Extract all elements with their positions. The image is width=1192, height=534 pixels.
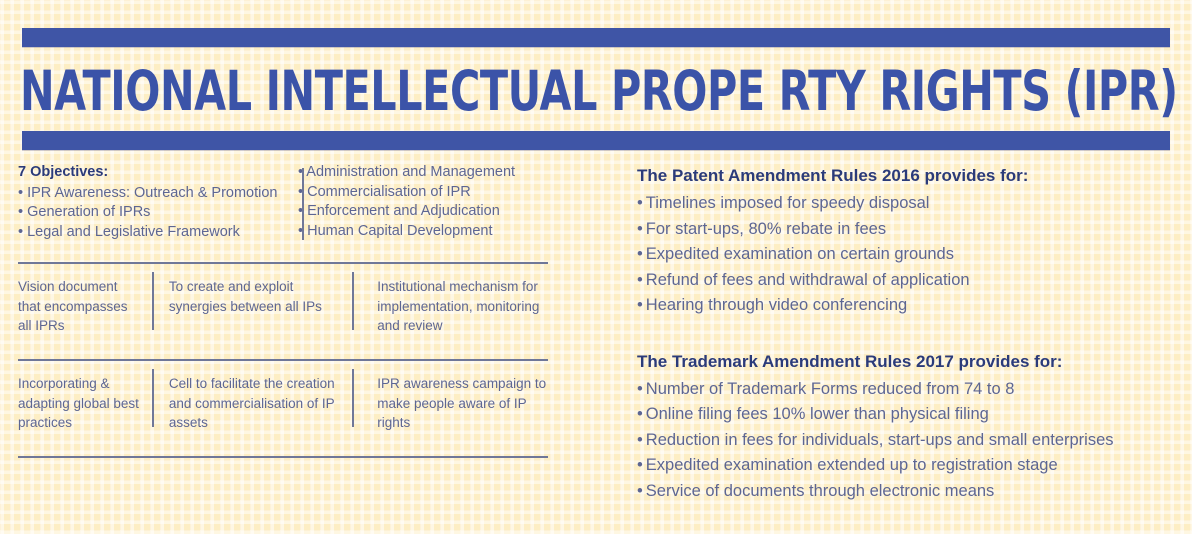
list-item: • Hearing through video conferencing [637,293,1177,319]
list-item: • Service of documents through electronic… [637,479,1177,505]
section-heading: The Patent Amendment Rules 2016 provides… [637,166,1029,185]
info-cell: IPR awareness campaign to make people aw… [377,376,547,430]
divider-line [18,456,548,458]
list-item: • Human Capital Development [298,222,493,239]
list-item: • Administration and Management [298,164,516,180]
objectives-column-left: 7 Objectives: • IPR Awareness: Outreach … [18,163,284,242]
header-top-bar [22,28,1170,47]
list-item-label: Hearing through video conferencing [645,296,908,314]
info-cell: Incorporating & adapting global best pra… [18,376,139,430]
row-divider-two [352,369,354,427]
list-item: • For start-ups, 80% rebate in fees [637,217,1177,243]
left-column: 7 Objectives: • IPR Awareness: Outreach … [18,163,550,458]
list-item: • Commercialisation of IPR [298,183,471,200]
objectives-vertical-divider [302,168,304,240]
list-item-label: Timelines imposed for speedy disposal [645,194,930,212]
info-row: Incorporating & adapting global best pra… [18,361,550,456]
bullet-icon: • [637,456,643,474]
list-item: • Timelines imposed for speedy disposal [637,191,1177,217]
info-cell: Cell to facilitate the creation and comm… [168,376,335,430]
row-divider-one [152,272,154,330]
list-item: • Legal and Legislative Framework [18,223,240,240]
info-cell: Institutional mechanism for implementati… [377,279,540,333]
list-item-label: Reduction in fees for individuals, start… [645,430,1114,449]
list-item-label: Number of Trademark Forms reduced from 7… [645,379,1015,398]
page-title: NATIONAL INTELLECTUAL PROPE RTY RIGHTS (… [20,58,1192,124]
divider-line [18,262,548,264]
list-item-label: Service of documents through electronic … [645,481,995,500]
bullet-icon: • [637,296,643,314]
list-item-label: Online filing fees 10% lower than physic… [645,405,989,423]
patent-rules-section: The Patent Amendment Rules 2016 provides… [637,163,1177,319]
bullet-icon: • [637,219,643,238]
bullet-icon: • [637,270,643,289]
bullet-icon: • [637,194,643,212]
section-heading: The Trademark Amendment Rules 2017 provi… [637,351,1063,371]
list-item-label: Expedited examination extended up to reg… [645,456,1058,474]
list-item: • IPR Awareness: Outreach & Promotion [18,184,278,201]
info-cell: To create and exploit synergies between … [168,279,322,314]
list-item-label: For start-ups, 80% rebate in fees [645,219,887,238]
bullet-icon: • [637,481,643,500]
list-item-label: Expedited examination on certain grounds [645,245,954,263]
bullet-icon: • [637,379,643,398]
list-item: • Generation of IPRs [18,204,151,220]
objectives-heading: 7 Objectives: [18,164,109,180]
list-item: • Refund of fees and withdrawal of applic… [637,268,1177,294]
row-divider-two [352,272,354,330]
list-item-label: Refund of fees and withdrawal of applica… [645,270,970,289]
objectives-column-right: • Administration and Management • Commer… [284,163,550,242]
trademark-rules-section: The Trademark Amendment Rules 2017 provi… [637,349,1177,505]
row-divider-one [152,369,154,427]
header-bottom-bar [22,131,1170,150]
objectives-block: 7 Objectives: • IPR Awareness: Outreach … [18,163,550,250]
list-item: • Expedited examination on certain ground… [637,242,1177,268]
list-item: • Reduction in fees for individuals, star… [637,428,1177,454]
bullet-icon: • [637,245,643,263]
info-cell: Vision document that encompasses all IPR… [18,279,128,333]
divider-line [18,359,548,361]
list-item: • Online filing fees 10% lower than physi… [637,402,1177,428]
bullet-icon: • [637,405,643,423]
list-item: • Enforcement and Adjudication [298,203,500,219]
list-item: • Number of Trademark Forms reduced from … [637,377,1177,403]
bullet-icon: • [637,430,643,449]
list-item: • Expedited examination extended up to re… [637,453,1177,479]
info-row: Vision document that encompasses all IPR… [18,264,550,359]
right-column: The Patent Amendment Rules 2016 provides… [637,163,1177,534]
